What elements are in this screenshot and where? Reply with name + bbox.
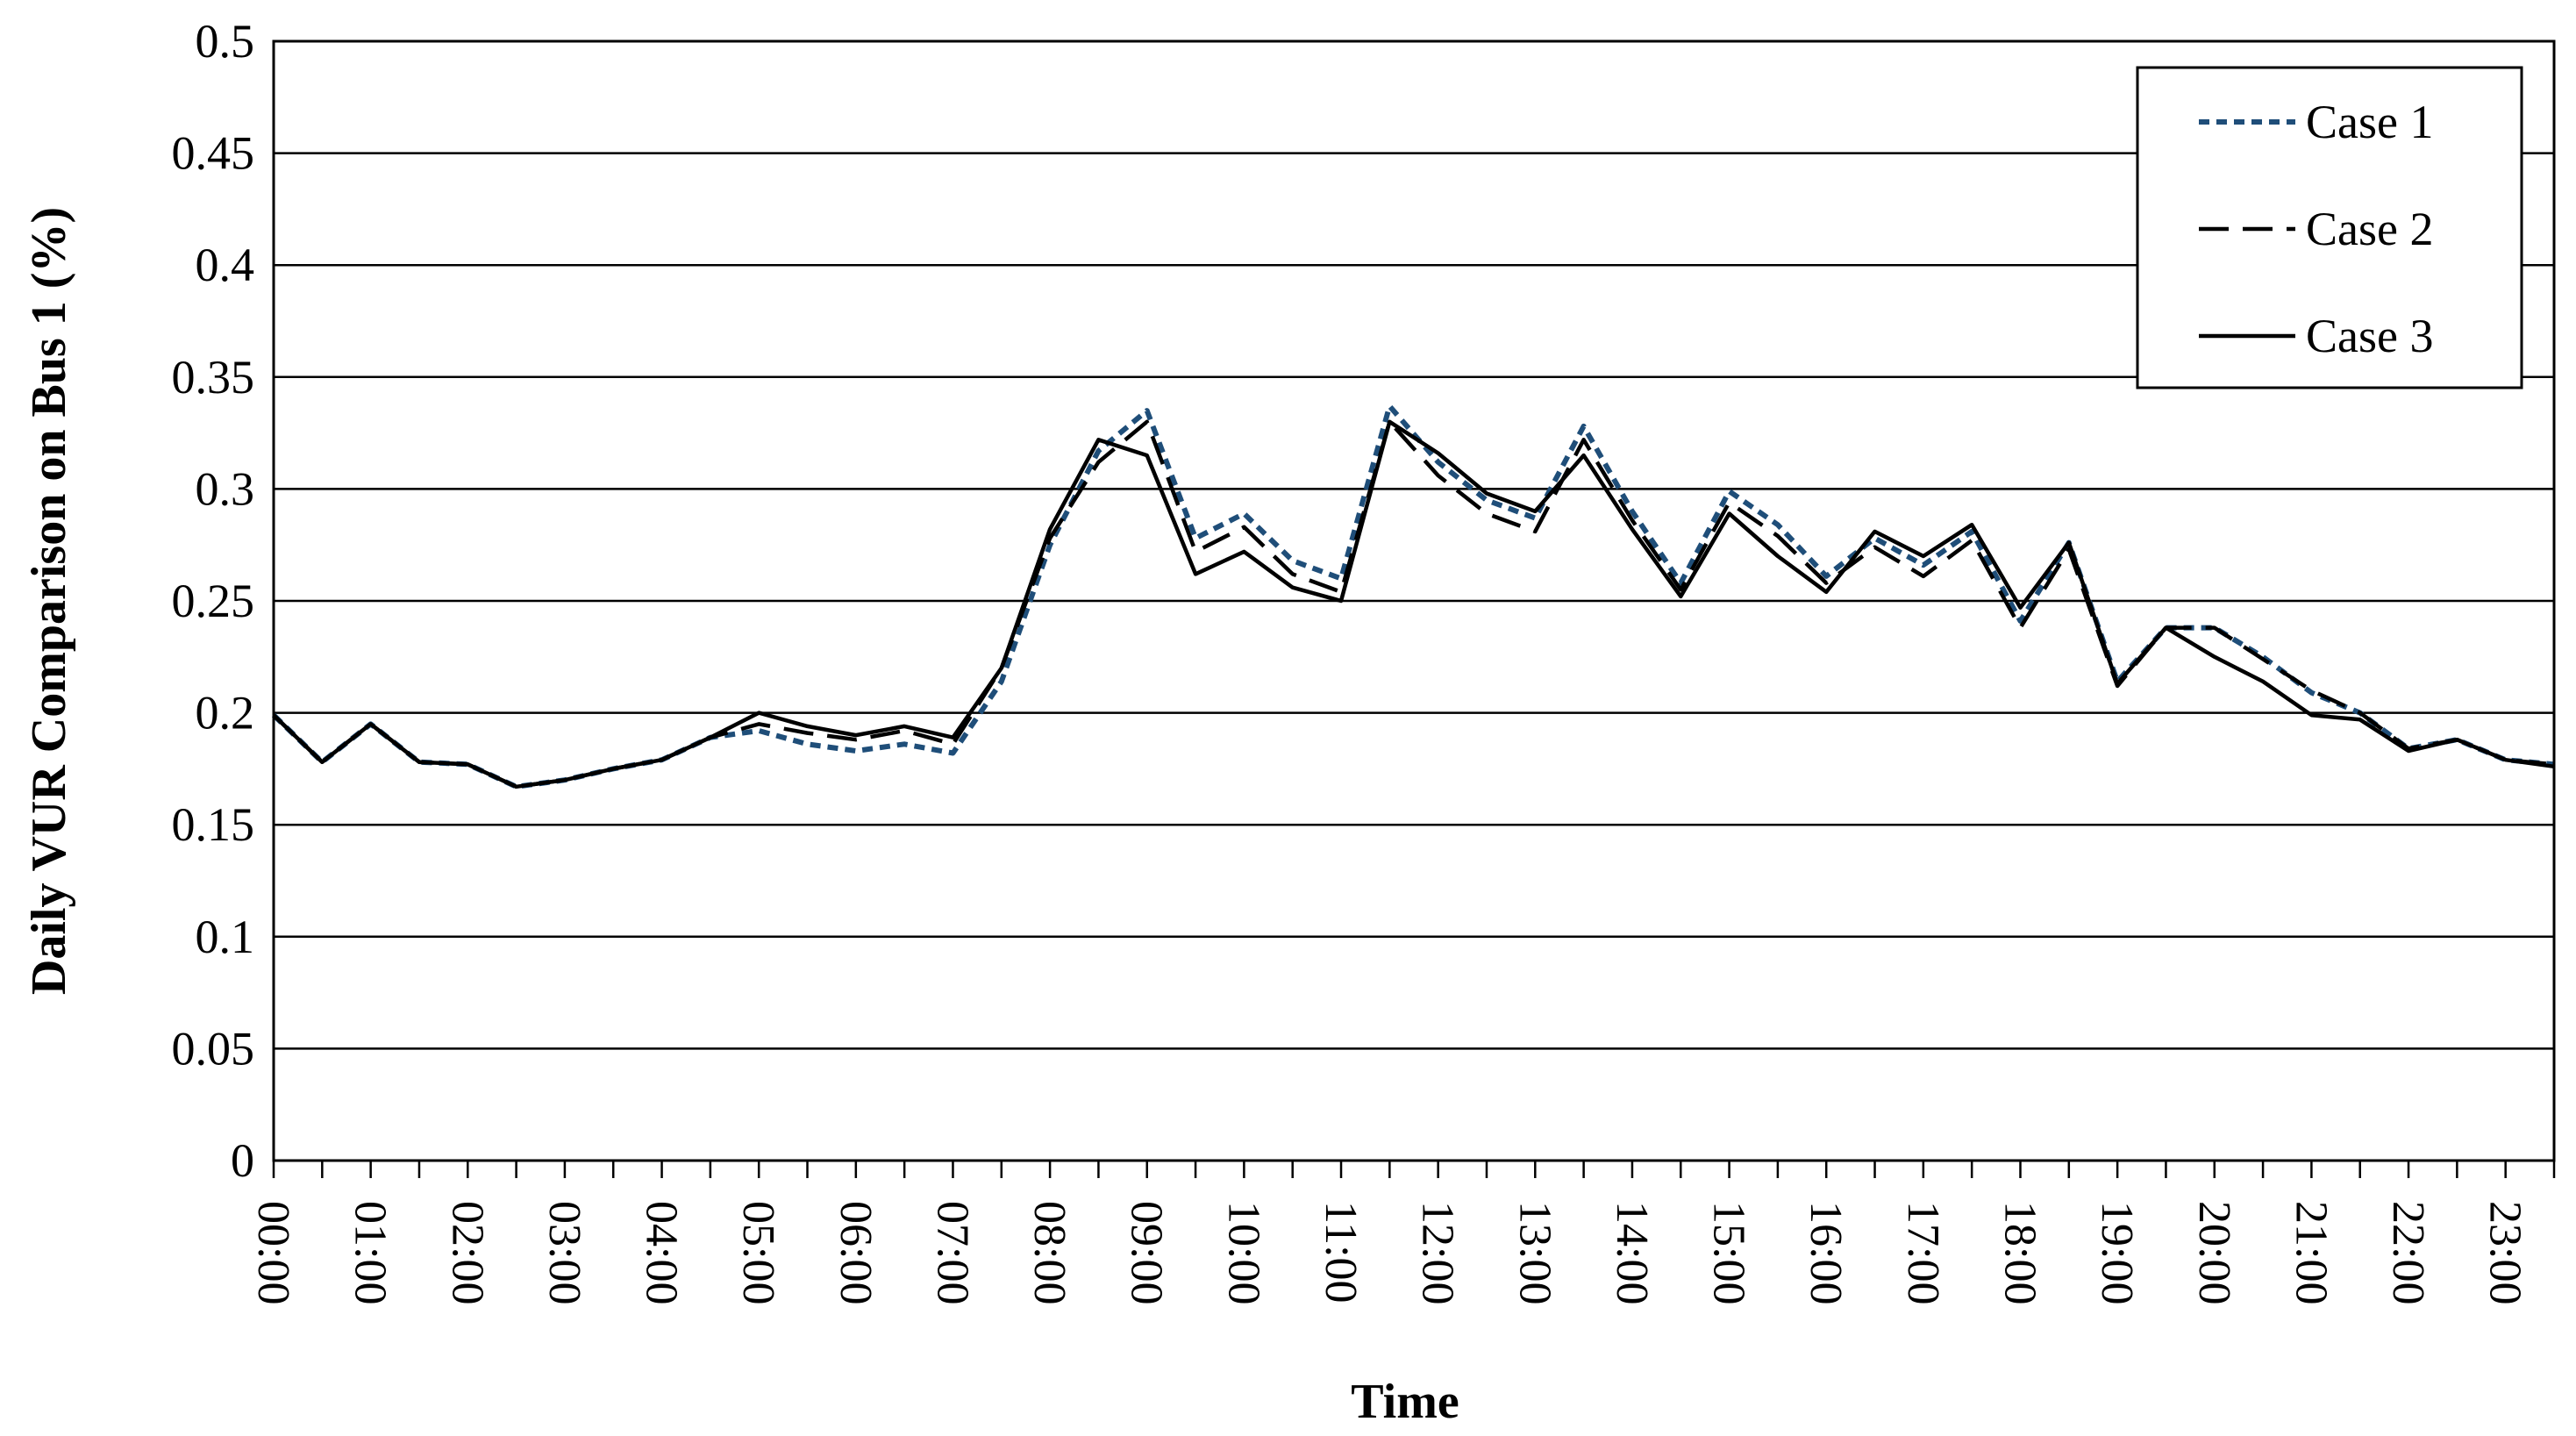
legend-label-2: Case 2 (2306, 203, 2433, 255)
x-tick-label: 07:00 (927, 1201, 977, 1304)
y-tick-label: 0.15 (172, 798, 255, 851)
series-line-3 (272, 419, 2555, 789)
x-tick-label: 09:00 (1122, 1201, 1172, 1304)
x-tick-label: 02:00 (442, 1201, 492, 1304)
x-tick-label: 20:00 (2189, 1201, 2239, 1304)
y-tick-label: 0.05 (172, 1022, 255, 1075)
x-tick-label: 00:00 (248, 1201, 298, 1304)
x-tick-label: 18:00 (1994, 1201, 2044, 1304)
x-tick-label: 03:00 (539, 1201, 589, 1304)
x-tick-label: 11:00 (1316, 1201, 1366, 1304)
x-tick-label: 04:00 (637, 1201, 687, 1304)
y-tick-label: 0.4 (196, 239, 255, 291)
x-tick-label: 19:00 (2092, 1201, 2142, 1304)
x-tick-label: 06:00 (831, 1201, 881, 1304)
series-line-2 (272, 419, 2555, 789)
x-tick-label: 23:00 (2480, 1201, 2530, 1304)
y-tick-label: 0.5 (196, 15, 255, 68)
series-line-1 (271, 404, 2555, 789)
y-tick-label: 0.35 (172, 351, 255, 404)
x-axis-ticks: 00:00 01:00 02:00 03:00 04:00 05:00 06:00 07:00… (248, 1161, 2556, 1304)
gridlines (274, 152, 2554, 1050)
legend: Case 1 Case 2 Case 3 (2136, 66, 2523, 389)
x-tick-label: 16:00 (1801, 1201, 1851, 1304)
x-tick-label: 21:00 (2286, 1201, 2336, 1304)
y-tick-label: 0.45 (172, 127, 255, 180)
y-tick-label: 0.2 (196, 687, 255, 739)
y-tick-label: 0.1 (196, 911, 255, 963)
y-axis-title: Daily VUR Comparison on Bus 1 (%) (22, 207, 76, 995)
x-tick-label: 22:00 (2383, 1201, 2433, 1304)
y-tick-label: 0.25 (172, 575, 255, 627)
plot-frame (272, 39, 2556, 1162)
x-tick-label: 13:00 (1509, 1201, 1559, 1304)
x-tick-label: 17:00 (1898, 1201, 1948, 1304)
x-axis-title: Time (1351, 1375, 1459, 1429)
x-tick-label: 01:00 (346, 1201, 396, 1304)
y-tick-label: 0 (231, 1134, 254, 1187)
x-tick-label: 12:00 (1413, 1201, 1463, 1304)
y-tick-label: 0.3 (196, 462, 255, 515)
legend-label-1: Case 1 (2306, 96, 2433, 148)
x-tick-label: 14:00 (1607, 1201, 1657, 1304)
x-tick-label: 10:00 (1218, 1201, 1268, 1304)
x-tick-label: 08:00 (1024, 1201, 1074, 1304)
series-lines (271, 404, 2555, 789)
x-tick-label: 05:00 (733, 1201, 783, 1304)
legend-label-3: Case 3 (2306, 310, 2433, 362)
y-axis-ticks: 0 0.05 0.1 0.15 0.2 0.25 0.3 0.35 0.4 0.45 0.5 (172, 15, 255, 1187)
x-tick-label: 15:00 (1704, 1201, 1754, 1304)
